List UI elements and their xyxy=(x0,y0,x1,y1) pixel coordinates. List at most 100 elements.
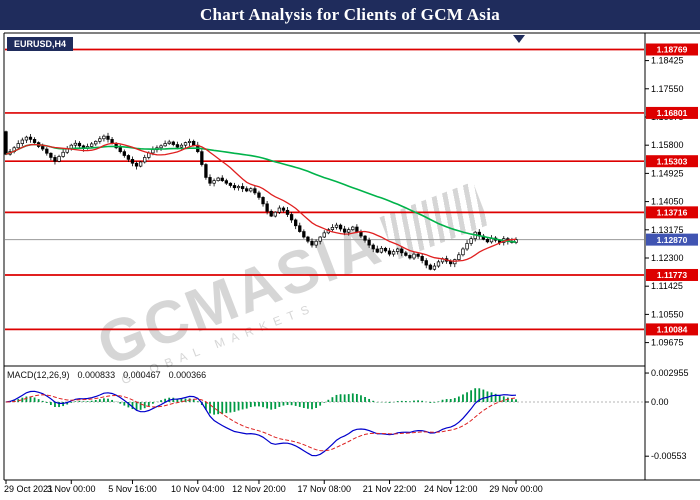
candle-body xyxy=(387,250,392,255)
candles-series xyxy=(4,130,518,271)
candle-body xyxy=(416,253,420,257)
candle-body xyxy=(167,141,171,144)
time-axis-label: 17 Nov 08:00 xyxy=(297,484,351,494)
candle-body xyxy=(465,243,469,250)
candle-body xyxy=(363,235,367,241)
candle-body xyxy=(212,180,216,184)
macd-axis-label: 0.002955 xyxy=(651,368,689,378)
chart-frame xyxy=(3,32,700,481)
price-axis-label: 1.12300 xyxy=(651,253,684,263)
candle-body xyxy=(420,256,424,261)
price-axis-label: 1.14925 xyxy=(651,168,684,178)
candle-body xyxy=(269,210,273,217)
time-axis-label: 24 Nov 12:00 xyxy=(424,484,478,494)
macd-indicator-label: MACD(12,26,9) 0.000833 0.000467 0.000366 xyxy=(7,370,206,380)
price-axis-label: 1.11425 xyxy=(651,281,683,291)
candle-body xyxy=(436,261,441,267)
level-price-badge xyxy=(646,155,698,168)
symbol-timeframe-badge: EURUSD,H4 xyxy=(7,37,74,51)
candle-body xyxy=(16,143,20,149)
level-price-badge xyxy=(646,206,698,219)
candle-body xyxy=(302,231,306,238)
candle-body xyxy=(400,248,404,254)
macd-value-main: 0.000833 xyxy=(77,370,116,380)
candle-body xyxy=(294,219,298,227)
candle-body xyxy=(342,228,347,233)
macd-axis-label: 0.00 xyxy=(651,397,669,407)
candle-body xyxy=(408,255,412,259)
candle-body xyxy=(90,143,94,147)
price-axis-label: 1.10550 xyxy=(651,309,684,319)
candle-body xyxy=(138,161,143,167)
price-axis-label: 1.14050 xyxy=(651,197,684,207)
candle-body xyxy=(273,211,277,217)
candle-body xyxy=(224,180,228,184)
time-axis-label: 10 Nov 04:00 xyxy=(171,484,225,494)
candle-body xyxy=(200,151,204,165)
ma-slow-line xyxy=(5,143,517,243)
candle-body xyxy=(94,140,98,145)
candle-body xyxy=(249,188,253,192)
candle-body xyxy=(396,248,400,252)
candle-body xyxy=(216,177,220,181)
candle-body xyxy=(289,214,294,221)
candle-body xyxy=(277,207,282,213)
candle-body xyxy=(61,151,65,157)
time-axis-label: 29 Oct 2021 xyxy=(4,484,53,494)
candle-body xyxy=(310,240,314,246)
candle-body xyxy=(253,188,257,194)
candle-body xyxy=(355,226,359,232)
candle-body xyxy=(183,142,188,146)
candle-body xyxy=(245,188,249,192)
candle-body xyxy=(265,203,269,212)
level-price-label: 1.10084 xyxy=(657,325,688,335)
candle-body xyxy=(220,177,224,181)
candle-body xyxy=(143,157,147,163)
candle-body xyxy=(285,209,290,215)
candle-body xyxy=(391,251,396,255)
candle-body xyxy=(228,182,233,186)
candle-body xyxy=(20,139,24,144)
candle-body xyxy=(41,146,45,150)
candle-body xyxy=(175,144,180,148)
ma-fast-line xyxy=(5,142,517,262)
candle-body xyxy=(24,136,29,141)
time-axis-label: 5 Nov 16:00 xyxy=(108,484,157,494)
price-axis-label: 1.18425 xyxy=(651,56,684,66)
candle-body xyxy=(77,142,82,147)
macd-name: MACD(12,26,9) xyxy=(7,370,70,380)
candle-body xyxy=(261,197,265,205)
candle-body xyxy=(281,207,286,211)
candle-body xyxy=(424,260,428,266)
candle-body xyxy=(57,156,61,162)
price-axis-label: 1.17550 xyxy=(651,84,684,94)
chart-canvas[interactable]: 1.184251.175501.166751.158001.149251.140… xyxy=(0,30,700,500)
candle-body xyxy=(432,265,437,270)
candle-body xyxy=(404,252,408,256)
candle-body xyxy=(49,152,53,158)
candle-body xyxy=(45,148,49,154)
level-price-label: 1.11773 xyxy=(657,270,688,280)
candle-body xyxy=(73,142,78,146)
candle-body xyxy=(179,144,184,148)
candle-body xyxy=(367,239,371,246)
level-price-badge xyxy=(646,106,698,119)
candle-body xyxy=(412,253,416,259)
macd-axis-label: -0.00553 xyxy=(651,451,687,461)
candle-body xyxy=(306,236,310,242)
candle-body xyxy=(130,159,135,164)
time-axis-label: 29 Nov 00:00 xyxy=(489,484,543,494)
candle-body xyxy=(347,229,351,233)
price-axis-label: 1.13175 xyxy=(651,225,684,235)
candle-body xyxy=(53,157,57,162)
candle-body xyxy=(338,224,343,230)
macd-main-line xyxy=(5,390,517,457)
current-price-badge xyxy=(646,233,698,246)
candle-body xyxy=(171,141,175,145)
candle-body xyxy=(375,248,379,253)
level-price-label: 1.16801 xyxy=(657,108,688,118)
candle-body xyxy=(232,185,237,189)
candle-body xyxy=(298,225,302,232)
time-axis-label: 21 Nov 22:00 xyxy=(363,484,417,494)
